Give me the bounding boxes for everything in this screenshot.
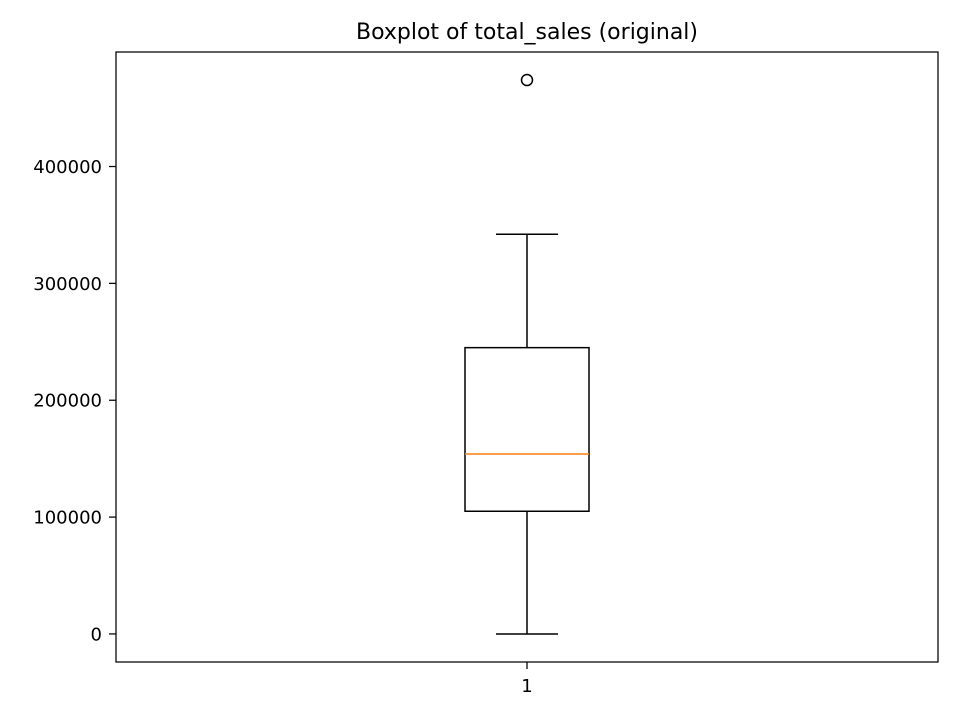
y-tick-label: 300000 <box>33 274 102 295</box>
outlier-point <box>520 73 534 87</box>
y-tick-label: 100000 <box>33 508 102 529</box>
x-tick-label: 1 <box>521 676 532 697</box>
box-iqr <box>464 346 590 513</box>
chart-title: Boxplot of total_sales (original) <box>356 20 698 45</box>
y-tick-label: 200000 <box>33 391 102 412</box>
y-tick-label: 400000 <box>33 157 102 178</box>
y-tick-label: 0 <box>91 624 102 645</box>
y-axis: 0 100000 200000 300000 400000 <box>33 157 116 645</box>
x-axis: 1 <box>521 662 533 697</box>
boxplot-group <box>464 73 590 635</box>
plot-area <box>464 73 590 635</box>
